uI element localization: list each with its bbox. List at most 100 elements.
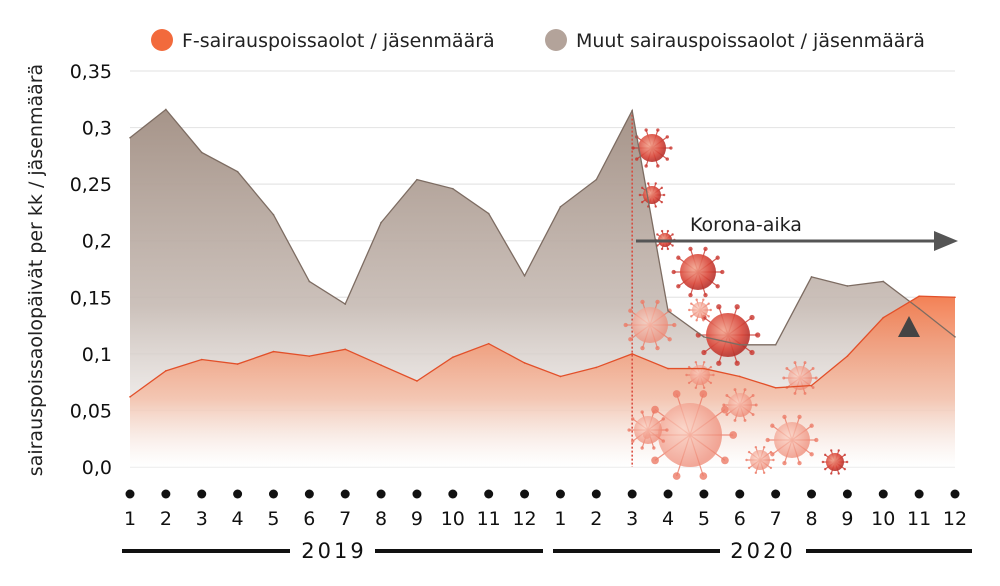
- x-tick-dot: [878, 489, 888, 499]
- x-tick-label: 11: [477, 508, 501, 530]
- x-tick-dot: [520, 489, 530, 499]
- data-point: [165, 370, 167, 372]
- legend-label-muut: Muut sairauspoissaolot / jäsenmäärä: [576, 30, 925, 52]
- x-tick-label: 1: [554, 508, 566, 530]
- x-tick-dot: [591, 489, 601, 499]
- data-point: [631, 353, 633, 355]
- data-point: [918, 295, 920, 297]
- data-point: [523, 362, 526, 364]
- y-tick-label: 0,35: [70, 61, 112, 83]
- data-point: [380, 221, 382, 224]
- data-point: [523, 274, 526, 277]
- data-point: [129, 396, 131, 398]
- data-point: [667, 310, 669, 312]
- data-point: [954, 296, 956, 299]
- data-point: [559, 205, 562, 208]
- x-tick-dot: [448, 489, 458, 499]
- data-point: [810, 384, 813, 387]
- data-point: [882, 280, 885, 283]
- virus-decoration: [623, 110, 849, 480]
- virus-icon: [627, 410, 669, 450]
- x-tick-label: 8: [375, 508, 387, 530]
- x-tick-dot: [842, 489, 852, 499]
- virus-icon: [623, 299, 677, 351]
- virus-icon: [765, 414, 819, 466]
- x-tick-dot: [807, 489, 817, 499]
- virus-icon: [745, 445, 775, 475]
- virus-icon: [685, 360, 715, 390]
- data-point: [703, 336, 705, 338]
- x-tick-dot: [268, 489, 278, 499]
- year-label-2020: 2020: [730, 539, 795, 563]
- year-axis: 2019 2020: [122, 539, 972, 563]
- data-point: [487, 342, 490, 345]
- data-point: [416, 380, 418, 382]
- data-point: [308, 355, 311, 357]
- x-tick-label: 9: [411, 508, 423, 530]
- x-tick-label: 9: [841, 508, 853, 530]
- data-point: [882, 316, 885, 319]
- virus-icon: [695, 304, 761, 366]
- korona-arrow-head: [934, 231, 958, 251]
- series-line: [129, 108, 956, 346]
- x-tick-label: 3: [196, 508, 208, 530]
- data-point: [595, 366, 598, 369]
- data-point: [165, 108, 167, 111]
- data-point: [344, 348, 347, 351]
- y-axis-label: sairauspoissaolopäivät per kk / jäsenmää…: [25, 64, 47, 476]
- data-point: [416, 178, 418, 181]
- y-axis-ticks: 0,0 0,05 0,1 0,15 0,2 0,25 0,3 0,35: [70, 61, 112, 479]
- x-tick-dot: [950, 489, 960, 499]
- x-tick-dot: [627, 489, 637, 499]
- y-tick-label: 0,2: [82, 231, 112, 253]
- data-point: [774, 344, 777, 346]
- x-tick-label: 2: [590, 508, 602, 530]
- x-tick-dot: [484, 489, 494, 499]
- x-tick-label: 3: [626, 508, 638, 530]
- data-point: [272, 350, 275, 353]
- data-point: [236, 363, 239, 365]
- x-tick-dot: [197, 489, 207, 499]
- x-tick-dot: [233, 489, 243, 499]
- series-lines: [129, 108, 956, 398]
- data-point: [667, 367, 669, 370]
- y-tick-label: 0,0: [82, 457, 112, 479]
- legend-swatch-f: [151, 29, 173, 51]
- data-point: [129, 136, 131, 139]
- x-tick-dot: [340, 489, 350, 499]
- x-tick-dot: [125, 489, 135, 499]
- data-point: [344, 303, 347, 305]
- x-tick-label: 6: [734, 508, 746, 530]
- x-tick-label: 5: [267, 508, 279, 530]
- virus-icon: [642, 390, 738, 480]
- x-tick-label: 1: [124, 508, 136, 530]
- data-point: [200, 151, 203, 154]
- x-tick-dot: [771, 489, 781, 499]
- x-tick-label: 10: [441, 508, 465, 530]
- x-tick-dot: [376, 489, 386, 499]
- x-tick-label: 8: [805, 508, 817, 530]
- x-tick-label: 5: [698, 508, 710, 530]
- data-point: [595, 178, 598, 181]
- x-tick-dot: [304, 489, 314, 499]
- series-area: [130, 296, 955, 467]
- plot-area: [130, 109, 955, 468]
- triangle-marker: [898, 316, 920, 337]
- year-label-2019: 2019: [301, 539, 366, 563]
- virus-icon: [688, 298, 712, 322]
- x-tick-label: 2: [160, 508, 172, 530]
- x-axis-ticks: 1 2 3 4 5 6 7 8 9 10 11 12 1 2 3 4 5 6 7 8 9 10 11 12: [124, 489, 967, 530]
- x-tick-dot: [735, 489, 745, 499]
- data-point: [487, 212, 490, 215]
- x-tick-label: 4: [662, 508, 674, 530]
- korona-label: Korona-aika: [690, 214, 802, 236]
- x-tick-label: 7: [770, 508, 782, 530]
- legend-swatch-muut: [545, 29, 567, 51]
- x-tick-label: 12: [512, 508, 536, 530]
- legend-label-f: F-sairauspoissaolot / jäsenmäärä: [182, 30, 495, 52]
- x-tick-dot: [663, 489, 673, 499]
- x-tick-dot: [555, 489, 565, 499]
- data-point: [272, 213, 275, 216]
- x-tick-label: 11: [907, 508, 931, 530]
